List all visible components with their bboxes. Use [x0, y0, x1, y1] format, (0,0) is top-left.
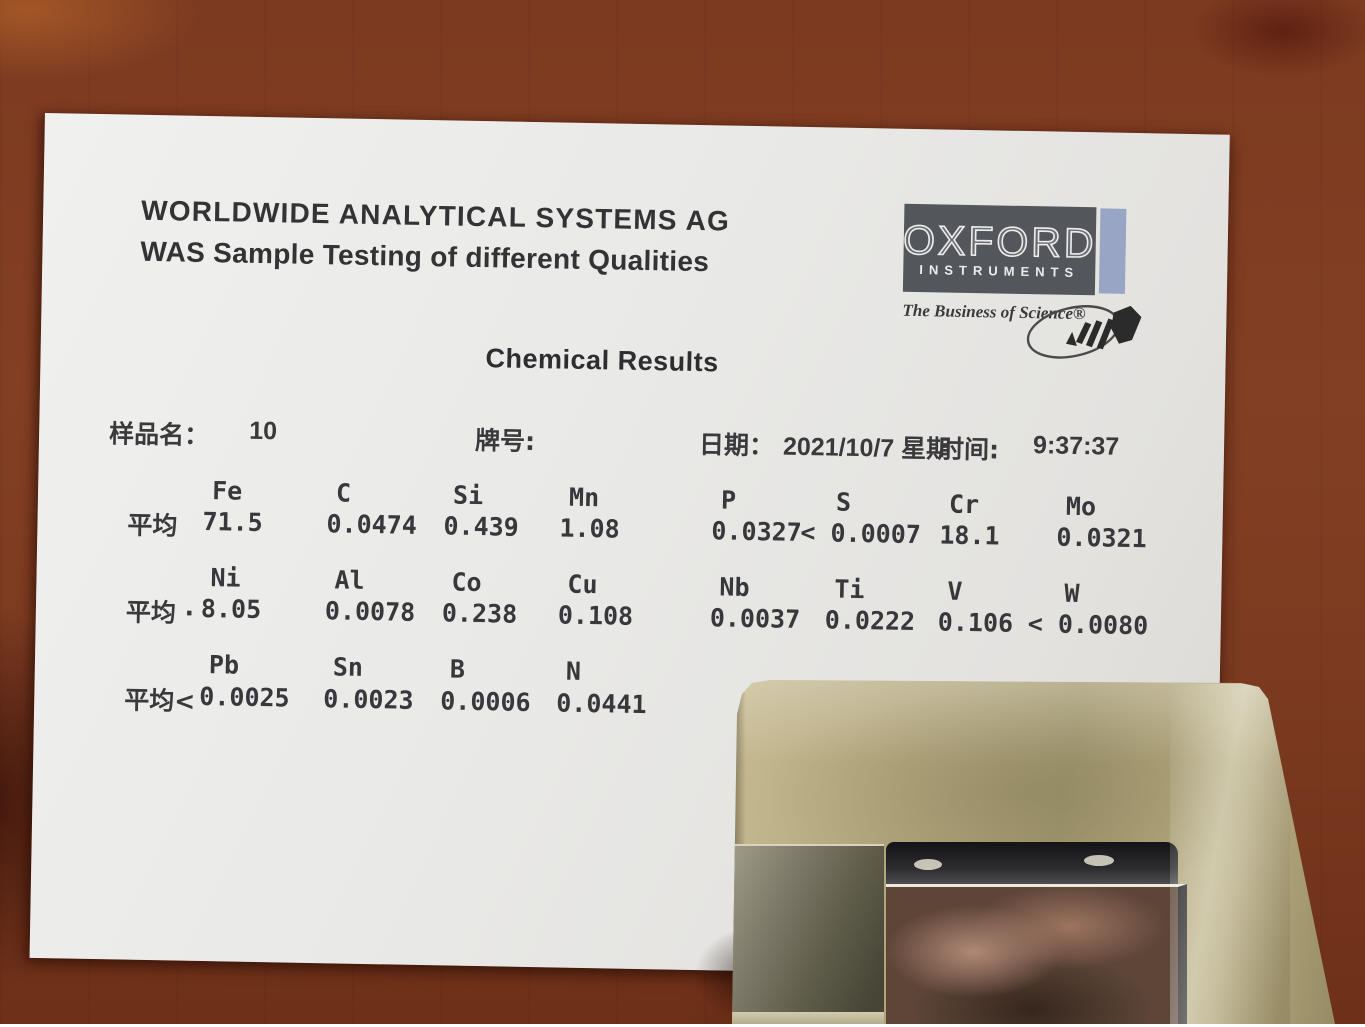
- element-value: 0.0321: [1056, 523, 1147, 554]
- block-left-facet: [732, 844, 884, 1014]
- company-name: WORLDWIDE ANALYTICAL SYSTEMS AG: [141, 195, 730, 238]
- element-value: 0.0222: [825, 605, 916, 636]
- reflection-highlight: [1084, 855, 1114, 866]
- time-value: 9:37:37: [1033, 431, 1120, 462]
- date-label: 日期：: [699, 425, 775, 462]
- grade-label: 牌号:: [475, 421, 536, 458]
- element-value: 0.0023: [323, 684, 414, 715]
- element-value: 0.0474: [326, 509, 417, 540]
- time-label: 时间:: [939, 429, 1000, 466]
- report-title: Chemical Results: [485, 343, 719, 378]
- sample-name-value: 10: [249, 417, 277, 447]
- recess-top-band: [886, 842, 1178, 884]
- element-symbol: Al: [334, 565, 365, 595]
- element-value: 0.238: [442, 598, 518, 628]
- element-symbol: B: [450, 655, 466, 684]
- finger-reflection: [886, 884, 1187, 1027]
- logo-accent-bar: [1099, 208, 1127, 293]
- element-value: 0.0441: [556, 688, 647, 719]
- element-symbol: N: [566, 657, 582, 686]
- metal-sample-block: [718, 672, 1365, 1024]
- sample-info-row: 样品名： 10 牌号: 日期： 2021/10/7 星期 时间: 9:37:37: [39, 413, 1225, 475]
- element-value: < 0.0080: [1028, 609, 1149, 640]
- reflection-highlight: [914, 859, 942, 870]
- block-right-sheen: [1170, 684, 1290, 1024]
- element-symbol: S: [836, 488, 852, 517]
- element-symbol: Si: [453, 481, 484, 511]
- element-value: 0.0006: [440, 686, 531, 717]
- element-value: 0.106: [938, 607, 1014, 637]
- element-value: 0.439: [443, 511, 519, 541]
- element-symbol: Pb: [209, 650, 240, 680]
- element-value: 0.0327: [711, 516, 802, 547]
- element-symbol: Sn: [333, 652, 364, 682]
- element-symbol: V: [947, 577, 963, 606]
- element-value: 18.1: [939, 520, 1000, 550]
- report-subtitle: WAS Sample Testing of different Qualitie…: [140, 236, 709, 278]
- was-monogram-icon: [1019, 297, 1160, 366]
- element-symbol: Cr: [949, 490, 980, 520]
- oxford-wordmark: OXFORD: [903, 219, 1097, 263]
- element-value: 0.0037: [710, 603, 801, 634]
- element-value: 71.5: [202, 507, 263, 537]
- element-value: 1.08: [559, 513, 620, 543]
- sample-name-label: 样品名：: [109, 414, 210, 452]
- element-value: 8.05: [201, 594, 262, 624]
- row-average-label: 平均: [127, 506, 178, 543]
- date-value: 2021/10/7 星期: [783, 427, 952, 466]
- oxford-logo: OXFORD INSTRUMENTS: [903, 204, 1097, 296]
- instruments-wordmark: INSTRUMENTS: [919, 262, 1079, 280]
- element-value: < 0.0007: [800, 518, 921, 549]
- row-average-label: 平均 ·: [126, 593, 195, 630]
- element-symbol: Mn: [569, 483, 600, 513]
- element-symbol: Nb: [719, 572, 750, 602]
- element-symbol: C: [336, 478, 352, 507]
- element-symbol: Cu: [567, 570, 598, 600]
- element-symbol: W: [1064, 579, 1080, 608]
- element-symbol: Ti: [834, 575, 865, 605]
- element-value: 0.0025: [199, 682, 290, 713]
- element-symbol: Fe: [212, 476, 243, 506]
- element-value: 0.0078: [325, 596, 416, 627]
- element-symbol: Ni: [210, 563, 241, 593]
- element-symbol: Co: [451, 568, 482, 598]
- element-symbol: Mo: [1066, 492, 1097, 522]
- element-symbol: P: [721, 485, 737, 514]
- sample-block-face: [718, 672, 1365, 1024]
- row-average-label: 平均<: [124, 681, 196, 718]
- sample-block-recess: [886, 842, 1178, 1024]
- element-value: 0.108: [558, 600, 634, 630]
- block-left-facet-base: [732, 1012, 884, 1024]
